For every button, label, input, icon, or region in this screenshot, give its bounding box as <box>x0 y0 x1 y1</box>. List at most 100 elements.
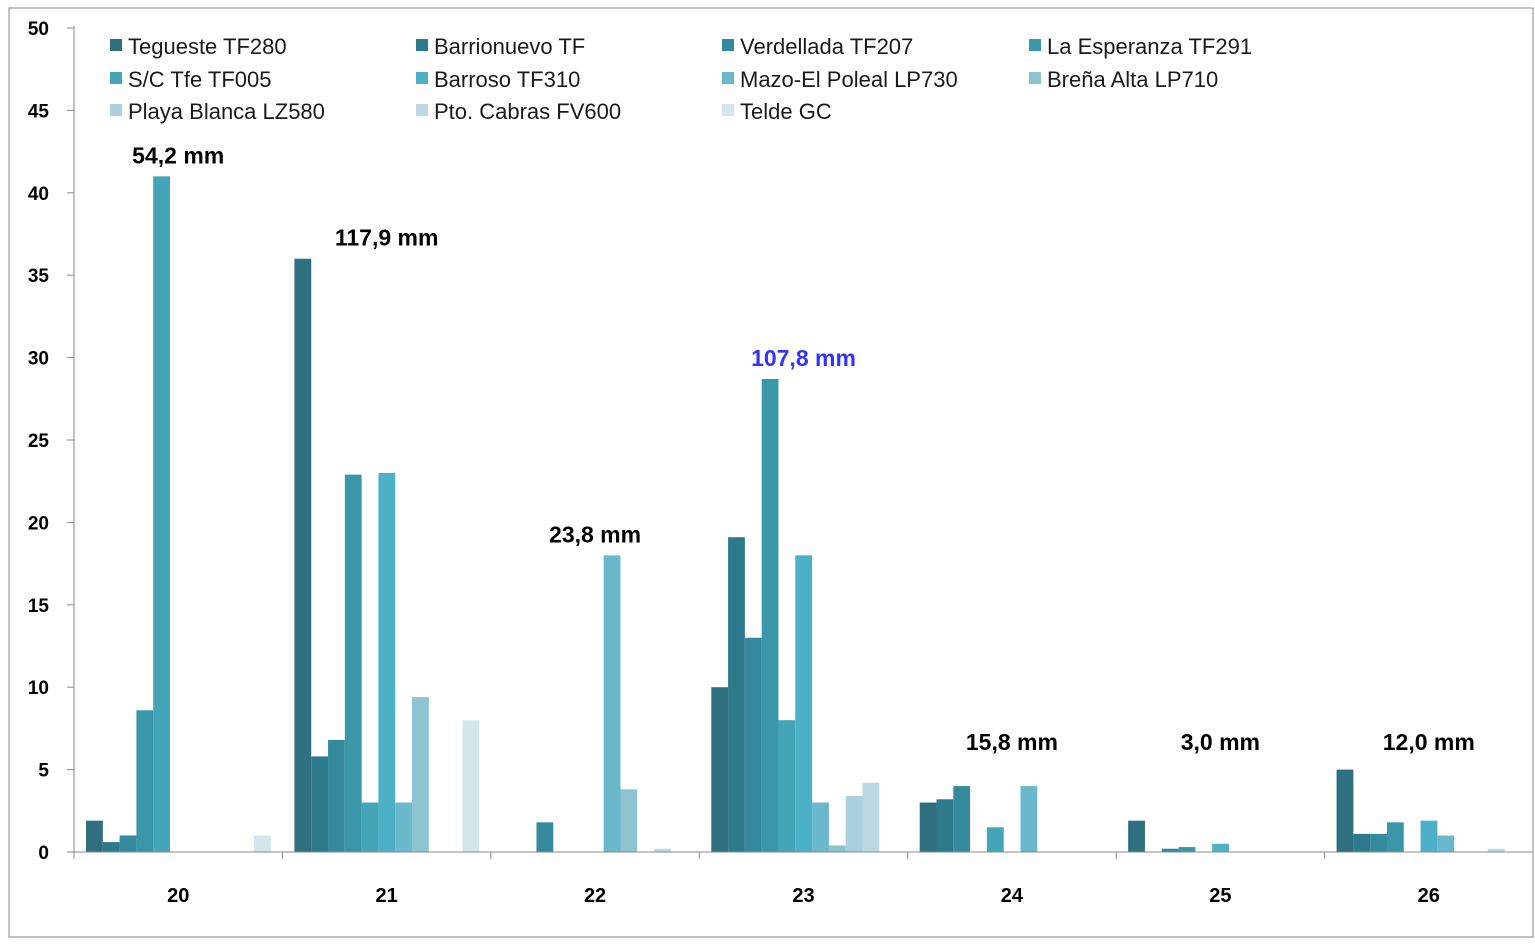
bar <box>254 835 271 852</box>
legend-swatch <box>1029 39 1041 51</box>
bar <box>361 802 379 852</box>
legend-swatch <box>722 39 734 51</box>
bar <box>795 555 813 852</box>
y-tick-label: 40 <box>28 184 49 205</box>
bar <box>1178 847 1196 852</box>
legend-swatch <box>110 39 122 51</box>
bar <box>812 802 829 852</box>
legend-item: Telde GC <box>722 99 832 124</box>
axes-layer: 0 5 10 15 20 25 30 35 40 45 50 20 21 22 23 24 25 26 <box>28 19 1534 907</box>
legend-label: S/C Tfe TF005 <box>128 67 271 92</box>
legend-item: Tegueste TF280 <box>110 34 287 59</box>
bar <box>344 474 362 852</box>
legend-label: Tegueste TF280 <box>128 34 287 59</box>
bar <box>102 842 120 852</box>
legend-item: Mazo-El Poleal LP730 <box>722 67 958 92</box>
legend-item: Breña Alta LP710 <box>1029 67 1218 92</box>
legend-item: La Esperanza TF291 <box>1029 34 1252 59</box>
y-tick-label: 10 <box>28 678 49 699</box>
y-tick-label: 5 <box>38 761 49 782</box>
y-tick-label: 30 <box>28 349 49 370</box>
bar <box>711 687 729 852</box>
x-tick-label: 24 <box>1001 885 1024 907</box>
bar <box>828 845 846 852</box>
legend-item: Verdellada TF207 <box>722 34 913 59</box>
x-tick-label: 26 <box>1418 885 1440 907</box>
y-tick-label: 0 <box>38 843 49 864</box>
x-tick-label: 25 <box>1209 885 1231 907</box>
bar-group-annotation: 12,0 mm <box>1383 729 1475 755</box>
bar <box>1370 833 1387 852</box>
legend-item: Barrionuevo TF <box>416 34 585 59</box>
bar <box>1020 786 1038 852</box>
y-tick-label: 25 <box>28 431 50 452</box>
bar <box>378 472 396 852</box>
legend-label: Breña Alta LP710 <box>1047 67 1218 92</box>
bars-layer <box>86 176 1505 853</box>
bar <box>1336 769 1354 852</box>
bar <box>778 720 796 852</box>
bar <box>462 720 480 852</box>
bar <box>86 820 103 852</box>
bar <box>395 802 413 852</box>
legend-label: Barroso TF310 <box>434 67 580 92</box>
legend-swatch <box>722 72 734 84</box>
legend-label: Verdellada TF207 <box>740 34 913 59</box>
legend-swatch <box>416 39 428 51</box>
x-tick-label: 21 <box>376 885 398 907</box>
bar <box>1487 848 1505 852</box>
bar <box>728 537 745 852</box>
bar <box>936 799 954 852</box>
bar-group-annotation: 15,8 mm <box>966 729 1058 755</box>
legend-label: Pto. Cabras FV600 <box>434 99 621 124</box>
x-tick-label: 20 <box>167 885 189 907</box>
legend-swatch <box>1029 72 1041 84</box>
bar <box>1128 820 1145 852</box>
bar <box>1386 822 1404 852</box>
bar <box>294 258 312 853</box>
y-tick-label: 15 <box>28 596 50 617</box>
bar <box>328 739 345 852</box>
legend-item: S/C Tfe TF005 <box>110 67 271 92</box>
x-tick-label: 22 <box>584 885 606 907</box>
bar <box>862 782 880 852</box>
bar <box>845 795 863 852</box>
bar <box>1437 835 1455 852</box>
legend-swatch <box>416 72 428 84</box>
legend-swatch <box>722 104 734 116</box>
legend-item: Barroso TF310 <box>416 67 580 92</box>
y-tick-label: 50 <box>28 19 49 40</box>
bar <box>761 379 779 852</box>
legend-swatch <box>110 72 122 84</box>
legend: Tegueste TF280 Barrionuevo TF Verdellada T… <box>110 34 1252 124</box>
bar-group-annotation: 3,0 mm <box>1181 729 1260 755</box>
y-tick-label: 35 <box>28 266 50 287</box>
bar <box>136 710 154 852</box>
bar-group-annotation: 54,2 mm <box>132 142 224 168</box>
y-tick-label: 20 <box>28 513 49 534</box>
bar-group-annotation: 107,8 mm <box>751 345 856 371</box>
bar-group-annotation: 23,8 mm <box>549 521 641 547</box>
bar <box>311 756 329 852</box>
bar <box>919 802 937 852</box>
bar <box>1212 843 1229 852</box>
legend-swatch <box>110 104 122 116</box>
bar <box>153 176 170 852</box>
legend-label: La Esperanza TF291 <box>1047 34 1252 59</box>
bar <box>1420 820 1438 852</box>
bar <box>620 789 638 852</box>
bar <box>986 827 1004 852</box>
bar <box>953 786 971 852</box>
bar <box>536 822 554 852</box>
y-tick-label: 45 <box>28 101 50 122</box>
legend-item: Playa Blanca LZ580 <box>110 99 325 124</box>
bar <box>603 555 621 852</box>
legend-label: Playa Blanca LZ580 <box>128 99 325 124</box>
bar <box>1353 833 1371 852</box>
bar <box>119 835 137 852</box>
legend-swatch <box>416 104 428 116</box>
legend-label: Telde GC <box>740 99 832 124</box>
bar <box>1161 848 1179 852</box>
